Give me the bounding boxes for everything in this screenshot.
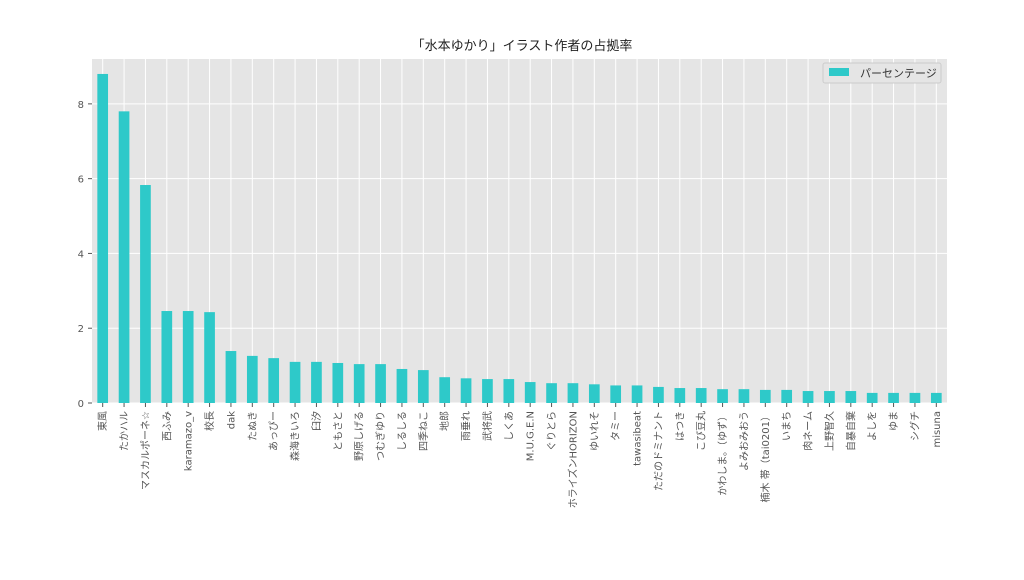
x-tick-label: はつき [674,411,686,441]
bar [588,384,600,403]
bar [140,185,151,403]
bar [289,361,301,403]
x-tick-label: 雨垂れ [461,411,473,441]
x-tick-label: しくあ [503,411,515,441]
legend: パーセンテージ [822,62,942,84]
bar [546,383,557,403]
bar [717,389,728,403]
x-tick-label: ホライズンHORIZON [566,411,579,508]
x-tick-label: 四季ねこ [418,411,430,451]
x-tick-label: 東風 [96,411,109,431]
x-tick-label: misuna [932,411,943,448]
bar [417,370,429,403]
x-tick-label: 武将武 [481,411,494,441]
bar [460,378,472,403]
bar [888,392,899,403]
x-tick-label: ただのドミナント [653,411,665,491]
bar [268,358,280,403]
bar [930,392,942,403]
bar [204,312,215,403]
bar [738,389,750,403]
bar [845,391,857,403]
x-tick-label: つむぎゆり [374,411,387,461]
x-tick-label: ともさと [332,411,344,451]
chart-title: 「水本ゆかり」イラスト作者の占拠率 [412,38,633,54]
bar [781,389,793,403]
bar [802,391,814,403]
x-tick-label: いまち [781,411,793,441]
bar [824,391,835,403]
legend-swatch [829,68,849,76]
y-tick-label: 4 [78,249,84,260]
bar [311,361,322,403]
bar [396,368,408,403]
y-tick-label: 6 [78,175,84,186]
y-tick-label: 2 [78,324,84,335]
x-tick-label: よみおみおう [738,411,750,471]
x-tick-label: dak [226,411,237,429]
bar [439,377,451,403]
bar [332,362,344,403]
x-tick-label: たぬき [247,411,259,441]
x-tick-label: tawasibeat [633,411,644,466]
legend-box [822,62,942,84]
x-tick-label: あっぴー [268,411,280,451]
x-tick-label: しるしる [396,411,408,451]
x-tick-label: karamazo_v [184,411,195,471]
bar [246,355,258,403]
x-tick-label: 楠木 帯（tai0201） [759,411,772,502]
bar [695,388,707,403]
x-tick-label: ゆいれそ [589,411,601,451]
x-tick-label: 野原しげる [354,411,366,461]
x-tick-label: シグチ [908,411,921,441]
x-tick-label: 西ふみ [161,411,173,441]
bar [482,379,493,403]
x-tick-label: 肉ネーム [802,411,815,451]
bar [866,392,878,403]
bar [610,385,622,403]
bar [631,385,643,403]
x-tick-label: たかハル [119,411,131,451]
bar [759,389,771,403]
x-tick-label: ぐりとら [546,411,558,451]
y-tick-label: 0 [78,399,84,410]
legend-label: パーセンテージ [860,67,937,80]
bar [118,111,130,403]
plot-area [92,59,947,403]
bar [375,364,386,403]
x-tick-label: 地郎 [438,411,451,431]
x-tick-label: 森海きいろ [289,411,302,461]
bar [503,379,515,403]
x-tick-label: よしを [867,411,879,441]
bar [653,386,664,403]
bar [225,351,237,403]
bar [161,311,173,403]
x-tick-label: タミー [610,411,622,441]
bar [909,392,921,403]
x-tick-label: かわしま。（ゆず） [717,411,729,496]
bar [97,73,109,404]
y-tick-label: 8 [78,100,84,111]
x-tick-label: 校長 [203,411,216,431]
x-tick-label: ゆま [888,411,900,431]
x-tick-label: こび豆丸 [695,411,708,451]
bar [567,383,579,403]
x-tick-label: 上野智久 [823,411,836,451]
bar [524,382,536,403]
x-tick-label: マスカルポーネ☆ [140,411,152,490]
x-tick-label: 自暴自棄 [844,411,857,451]
x-tick-label: 臼汐 [310,411,323,431]
bar [182,311,194,403]
x-tick-label: M.U.G.E.N [526,411,537,461]
bar [353,364,365,403]
bar [674,388,686,403]
